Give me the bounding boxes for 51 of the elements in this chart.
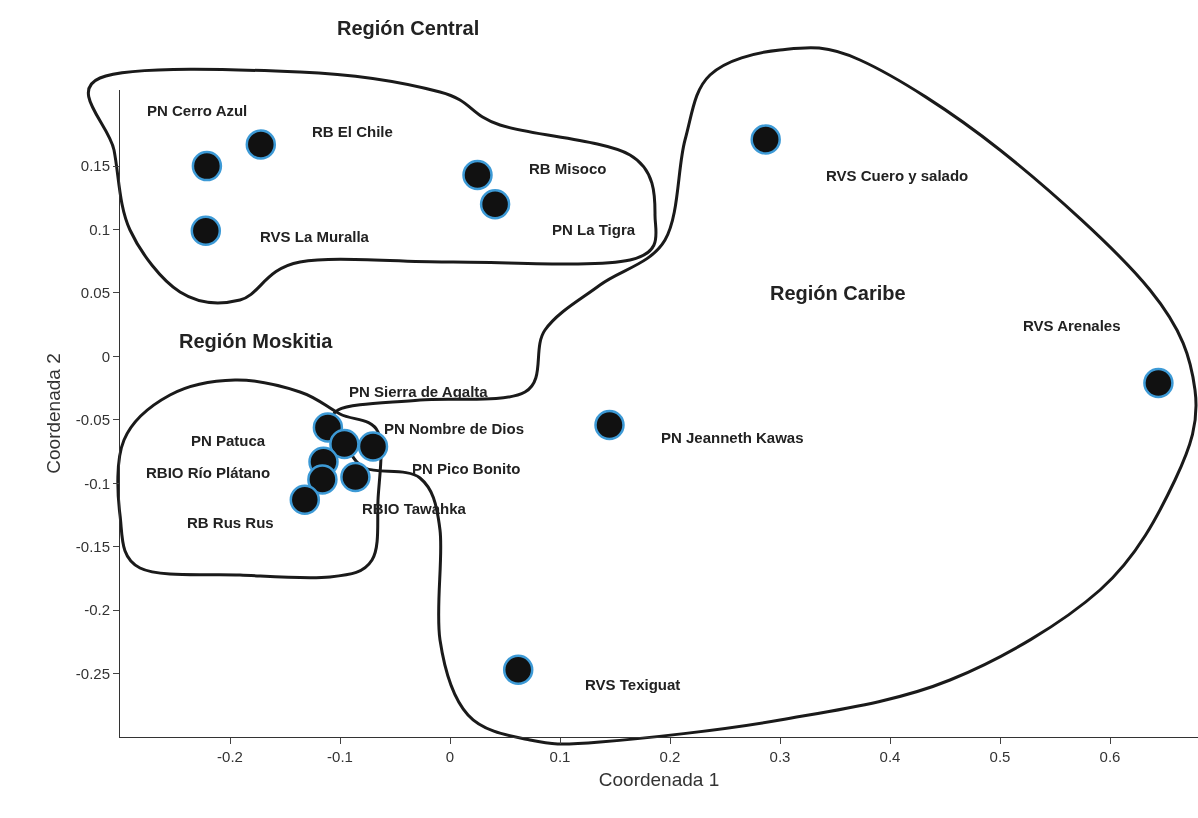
point	[462, 159, 493, 191]
y-tick-label: -0.25	[75, 664, 110, 682]
annotation: RBIO Río Plátano	[146, 464, 271, 481]
annotation: Región Caribe	[770, 282, 906, 304]
x-tick-label: 0.1	[549, 748, 571, 765]
y-tick-label: 0.1	[89, 220, 110, 238]
point	[329, 428, 360, 460]
y-tick-label: 0	[101, 347, 110, 365]
y-tick-label: -0.2	[84, 601, 110, 619]
x-tick-label: 0	[445, 748, 455, 765]
annotation: RVS Texiguat	[585, 676, 681, 693]
text: Región Central	[337, 17, 480, 39]
annotation: Región Moskitia	[179, 330, 334, 352]
annotation: RVS Cuero y salado	[826, 167, 969, 184]
y-tick-label: 0.05	[80, 284, 110, 302]
annotation: PN Jeanneth Kawas	[661, 429, 804, 446]
point	[289, 484, 321, 516]
annotation: RVS Arenales	[1023, 317, 1121, 334]
annotation: PN La Tigra	[552, 221, 636, 238]
point	[190, 215, 222, 247]
annotation: RB Rus Rus	[187, 514, 274, 531]
x-tick-label: 0.6	[1099, 748, 1121, 765]
annotation: PN Patuca	[191, 432, 266, 449]
point	[307, 464, 338, 495]
point	[1143, 367, 1174, 399]
point	[594, 409, 625, 441]
x-tick-label: 0.2	[659, 748, 681, 765]
point	[340, 461, 371, 493]
point	[750, 124, 781, 155]
point	[245, 129, 277, 160]
y-axis-title: Coordenada 2	[42, 353, 64, 474]
y-tick-label: -0.15	[75, 537, 110, 555]
annotation: PN Cerro Azul	[147, 102, 248, 119]
x-tick-label: 0.4	[879, 748, 901, 765]
x-tick-label: -0.1	[327, 748, 353, 765]
point	[191, 150, 223, 182]
annotation: PN Sierra de Agalta	[349, 383, 489, 400]
x-tick-label: 0.3	[769, 748, 791, 765]
x-axis-title: Coordenada 1	[598, 768, 720, 790]
annotation: RVS La Muralla	[260, 228, 370, 245]
point	[479, 188, 511, 220]
annotation: RB El Chile	[312, 123, 393, 140]
annotation: PN Pico Bonito	[412, 460, 521, 477]
y-tick-label: -0.05	[75, 411, 110, 429]
x-tick-label: 0.5	[989, 748, 1011, 765]
x-tick-label: -0.2	[217, 748, 243, 765]
annotation: PN Nombre de Dios	[384, 420, 525, 437]
y-tick-label: -0.1	[84, 474, 110, 492]
annotation: RB Misoco	[529, 160, 607, 177]
y-tick-label: 0.15	[80, 157, 110, 175]
point	[502, 654, 534, 685]
